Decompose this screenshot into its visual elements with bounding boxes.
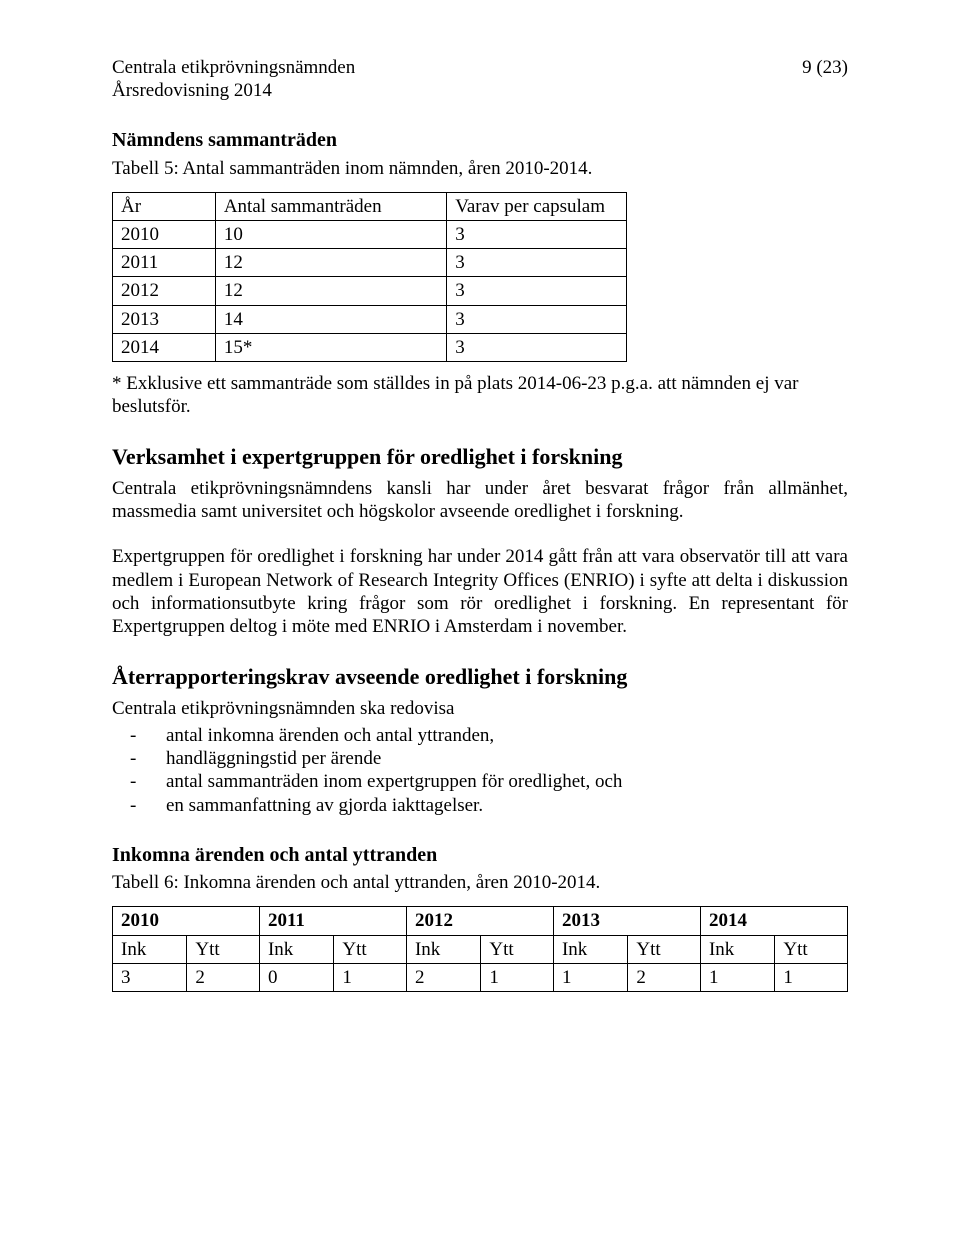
table5-cell: 2014 [113, 333, 216, 361]
document-page: Centrala etikprövningsnämnden 9 (23) Års… [0, 0, 960, 1251]
table6-cell: 1 [553, 963, 627, 991]
table5-row: 2010 10 3 [113, 221, 627, 249]
table5-cell: 2011 [113, 249, 216, 277]
section-title-meetings: Nämndens sammanträden [112, 128, 848, 152]
table5-cell: 3 [447, 305, 627, 333]
table5-row: 2014 15* 3 [113, 333, 627, 361]
table6-year-cell: 2012 [406, 907, 553, 935]
table5-cell: 3 [447, 249, 627, 277]
table6-cell: 2 [187, 963, 260, 991]
table6-data-row: 3 2 0 1 2 1 1 2 1 1 [113, 963, 848, 991]
table5-row: 2011 12 3 [113, 249, 627, 277]
section-title-expertgroup: Verksamhet i expertgruppen för oredlighe… [112, 444, 848, 471]
table5-cell: 10 [215, 221, 446, 249]
table-6: 2010 2011 2012 2013 2014 Ink Ytt Ink Ytt… [112, 906, 848, 992]
list-item: en sammanfattning av gjorda iakttagelser… [112, 794, 848, 817]
section-title-incoming: Inkomna ärenden och antal yttranden [112, 843, 848, 867]
table5-header-cell: År [113, 192, 216, 220]
table5-header-cell: Antal sammanträden [215, 192, 446, 220]
paragraph: Centrala etikprövningsnämndens kansli ha… [112, 477, 848, 523]
reporting-bullet-list: antal inkomna ärenden och antal yttrande… [112, 724, 848, 817]
table6-caption: Tabell 6: Inkomna ärenden och antal yttr… [112, 871, 848, 894]
table6-cell: 1 [481, 963, 554, 991]
table6-subheader-cell: Ytt [334, 935, 407, 963]
table6-year-cell: 2011 [259, 907, 406, 935]
table5-cell: 2012 [113, 277, 216, 305]
table5-row: 2013 14 3 [113, 305, 627, 333]
table5-cell: 3 [447, 277, 627, 305]
table5-caption: Tabell 5: Antal sammanträden inom nämnde… [112, 157, 848, 180]
table5-cell: 3 [447, 221, 627, 249]
header-org: Centrala etikprövningsnämnden [112, 56, 355, 79]
page-header-row: Centrala etikprövningsnämnden 9 (23) [112, 56, 848, 79]
table6-year-cell: 2014 [700, 907, 847, 935]
table6-cell: 3 [113, 963, 187, 991]
table5-cell: 2010 [113, 221, 216, 249]
table6-subheader-cell: Ink [113, 935, 187, 963]
table6-subheader-cell: Ytt [628, 935, 701, 963]
table6-subheader-row: Ink Ytt Ink Ytt Ink Ytt Ink Ytt Ink Ytt [113, 935, 848, 963]
table5-header-row: År Antal sammanträden Varav per capsulam [113, 192, 627, 220]
table6-subheader-cell: Ink [553, 935, 627, 963]
table5-row: 2012 12 3 [113, 277, 627, 305]
table5-cell: 12 [215, 249, 446, 277]
table6-cell: 1 [775, 963, 848, 991]
table5-footnote: * Exklusive ett sammanträde som ställdes… [112, 372, 848, 418]
table6-year-cell: 2013 [553, 907, 700, 935]
header-page-number: 9 (23) [802, 56, 848, 79]
list-item: antal inkomna ärenden och antal yttrande… [112, 724, 848, 747]
table6-cell: 1 [700, 963, 774, 991]
table5-header-cell: Varav per capsulam [447, 192, 627, 220]
list-intro: Centrala etikprövningsnämnden ska redovi… [112, 697, 848, 720]
table-5: År Antal sammanträden Varav per capsulam… [112, 192, 627, 362]
table6-subheader-cell: Ytt [481, 935, 554, 963]
table6-subheader-cell: Ink [406, 935, 480, 963]
table6-cell: 2 [628, 963, 701, 991]
table5-cell: 2013 [113, 305, 216, 333]
table6-cell: 1 [334, 963, 407, 991]
table6-subheader-cell: Ytt [775, 935, 848, 963]
table5-cell: 15* [215, 333, 446, 361]
list-item: antal sammanträden inom expertgruppen fö… [112, 770, 848, 793]
table6-subheader-cell: Ink [700, 935, 774, 963]
header-doc-title: Årsredovisning 2014 [112, 79, 848, 102]
table6-subheader-cell: Ink [259, 935, 333, 963]
table6-cell: 2 [406, 963, 480, 991]
list-item: handläggningstid per ärende [112, 747, 848, 770]
paragraph: Expertgruppen för oredlighet i forskning… [112, 545, 848, 638]
table6-cell: 0 [259, 963, 333, 991]
table5-cell: 12 [215, 277, 446, 305]
table6-year-row: 2010 2011 2012 2013 2014 [113, 907, 848, 935]
table5-cell: 14 [215, 305, 446, 333]
table6-subheader-cell: Ytt [187, 935, 260, 963]
section-title-reporting: Återrapporteringskrav avseende oredlighe… [112, 664, 848, 691]
table6-year-cell: 2010 [113, 907, 260, 935]
table5-cell: 3 [447, 333, 627, 361]
